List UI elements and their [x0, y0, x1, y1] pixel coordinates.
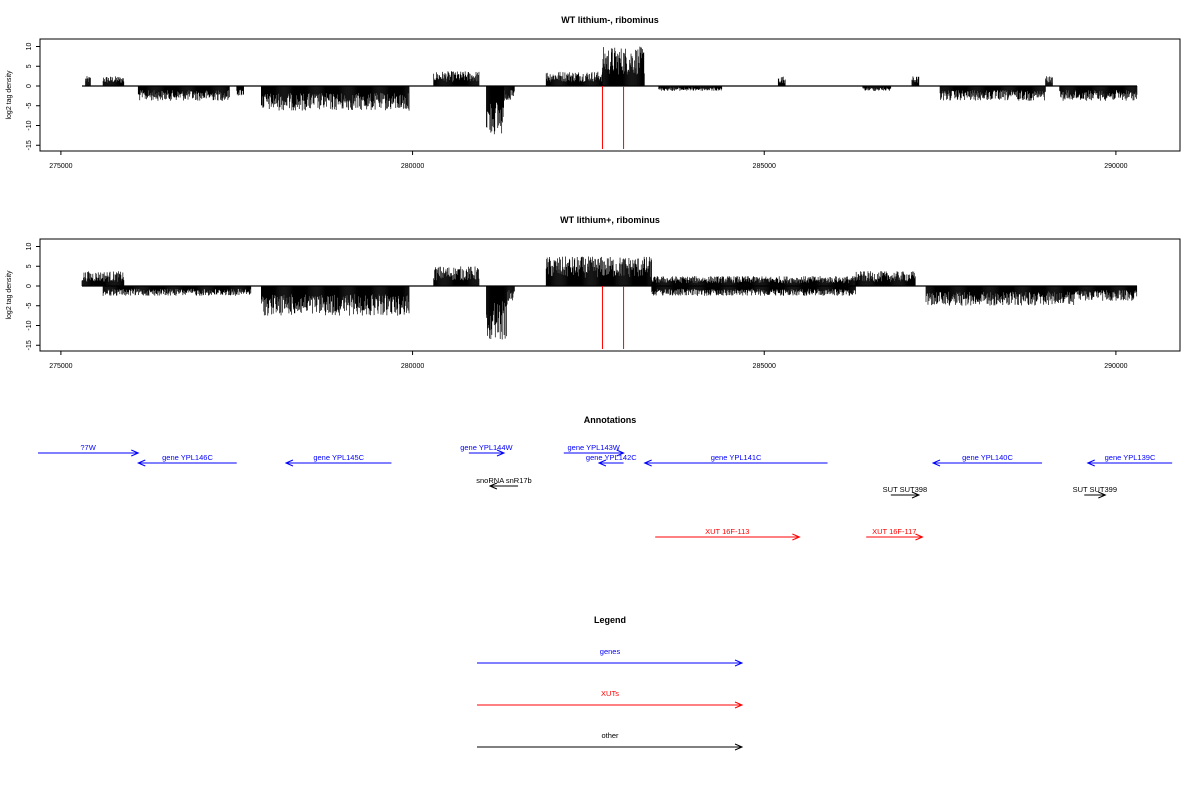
panel-2-markers — [601, 286, 625, 349]
annotation-label: ?7W — [80, 443, 96, 452]
annotation-arrow-arrowhead — [1086, 459, 1095, 467]
annotation-label: gene YPL142C — [586, 453, 637, 462]
legend-arrow-arrowhead — [734, 701, 744, 709]
annotation-feature: gene YPL142C — [586, 453, 637, 467]
annotation-label: gene YPL141C — [711, 453, 762, 462]
x-tick-label: 280000 — [401, 163, 424, 170]
annotation-label: gene YPL140C — [962, 453, 1013, 462]
annotation-label: XUT 16F-113 — [705, 527, 749, 536]
annotation-features: ?7W gene YPL146C gene YPL145C gene YPL144W g… — [38, 443, 1173, 541]
annotation-arrow-arrowhead — [488, 482, 498, 490]
panel-2-x-axis: 275000 280000 285000 290000 — [49, 351, 1128, 370]
annotation-arrow-arrowhead — [597, 459, 607, 467]
annotation-arrow-arrowhead — [131, 449, 140, 457]
annotation-label: XUT 16F-117 — [872, 527, 916, 536]
legend-label: genes — [600, 647, 621, 656]
panel-2-frame — [39, 238, 1181, 352]
annotation-label: snoRNA snR17b — [476, 476, 531, 485]
annotation-arrow-arrowhead — [1098, 491, 1107, 499]
annotation-arrow-arrowhead — [792, 533, 801, 541]
y-tick-label: -5 — [26, 303, 33, 309]
annotation-arrow-arrowhead — [284, 459, 294, 467]
legend-arrow-arrowhead — [734, 659, 744, 667]
panel-1-y-axis: -15 -10 -5 0 5 10 — [26, 43, 40, 150]
annotation-label: SUT SUT399 — [1073, 485, 1117, 494]
annotation-feature: ?7W — [38, 443, 140, 457]
annotation-arrow-arrowhead — [496, 449, 506, 457]
x-tick-label: 275000 — [49, 363, 72, 370]
annotation-arrow-arrowhead — [911, 491, 921, 499]
panel-2-y-axis-label: log2 tag density — [6, 270, 13, 320]
annotation-feature: gene YPL146C — [136, 453, 237, 467]
y-tick-label: 5 — [26, 264, 33, 268]
annotation-arrow-arrowhead — [616, 449, 625, 457]
panel-1-x-axis: 275000 280000 285000 290000 — [49, 151, 1128, 170]
panel-1-markers — [601, 86, 625, 149]
annotations-track: Annotations ?7W gene YPL146C gene YPL145C g… — [38, 415, 1173, 541]
legend-label: XUTs — [601, 689, 619, 698]
legend-item: XUTs — [477, 689, 744, 709]
panel-2-coverage-bars — [81, 256, 1138, 340]
y-tick-label: -10 — [26, 120, 33, 130]
x-tick-label: 275000 — [49, 163, 72, 170]
x-tick-label: 285000 — [753, 363, 776, 370]
y-tick-label: 0 — [26, 84, 33, 88]
panel-2-y-axis: -15 -10 -5 0 5 10 — [26, 243, 40, 350]
y-tick-label: 10 — [26, 43, 33, 51]
y-tick-label: 5 — [26, 64, 33, 68]
annotation-feature: SUT SUT398 — [883, 485, 927, 499]
annotation-label: gene YPL146C — [162, 453, 213, 462]
x-tick-label: 290000 — [1104, 363, 1127, 370]
annotation-arrow-arrowhead — [643, 459, 652, 467]
annotation-label: gene YPL144W — [460, 443, 513, 452]
annotation-feature: gene YPL145C — [284, 453, 392, 467]
annotations-title: Annotations — [584, 415, 637, 425]
legend-items: genes XUTs other — [477, 647, 744, 751]
panel-1-title: WT lithium-, ribominus — [561, 15, 659, 25]
annotation-feature: gene YPL140C — [931, 453, 1043, 467]
annotation-feature: gene YPL144W — [460, 443, 514, 457]
x-tick-label: 280000 — [401, 363, 424, 370]
y-tick-label: 0 — [26, 284, 33, 288]
y-tick-label: -15 — [26, 340, 33, 350]
annotation-label: gene YPL145C — [313, 453, 364, 462]
annotation-feature: gene YPL143W — [563, 443, 625, 457]
panel-2-title: WT lithium+, ribominus — [560, 215, 660, 225]
annotation-label: gene YPL143W — [567, 443, 620, 452]
y-tick-label: -5 — [26, 103, 33, 109]
annotation-arrow-arrowhead — [931, 459, 941, 467]
y-tick-label: 10 — [26, 243, 33, 251]
annotation-arrow-arrowhead — [915, 533, 924, 541]
annotation-label: SUT SUT398 — [883, 485, 927, 494]
annotation-feature: SUT SUT399 — [1073, 485, 1117, 499]
legend-title: Legend — [594, 615, 626, 625]
annotation-label: gene YPL139C — [1105, 453, 1156, 462]
annotation-feature: XUT 16F-117 — [866, 527, 924, 541]
panel-1-coverage-bars — [85, 46, 1138, 135]
x-tick-label: 290000 — [1104, 163, 1127, 170]
coverage-panel-1: WT lithium-, ribominus log2 tag density … — [6, 15, 1181, 170]
y-tick-label: -10 — [26, 320, 33, 330]
annotation-feature: XUT 16F-113 — [655, 527, 801, 541]
annotation-feature: gene YPL141C — [643, 453, 828, 467]
annotation-arrow-arrowhead — [136, 459, 146, 467]
annotation-feature: snoRNA snR17b — [476, 476, 532, 490]
legend-item: other — [477, 731, 744, 751]
coverage-panel-2: WT lithium+, ribominus log2 tag density … — [6, 215, 1181, 370]
legend: Legend genes XUTs other — [477, 615, 744, 751]
annotation-feature: gene YPL139C — [1086, 453, 1173, 467]
panel-1-frame — [39, 38, 1181, 152]
legend-label: other — [601, 731, 619, 740]
x-tick-label: 285000 — [753, 163, 776, 170]
legend-arrow-arrowhead — [734, 743, 744, 751]
legend-item: genes — [477, 647, 744, 667]
panel-1-y-axis-label: log2 tag density — [6, 70, 13, 120]
y-tick-label: -15 — [26, 140, 33, 150]
